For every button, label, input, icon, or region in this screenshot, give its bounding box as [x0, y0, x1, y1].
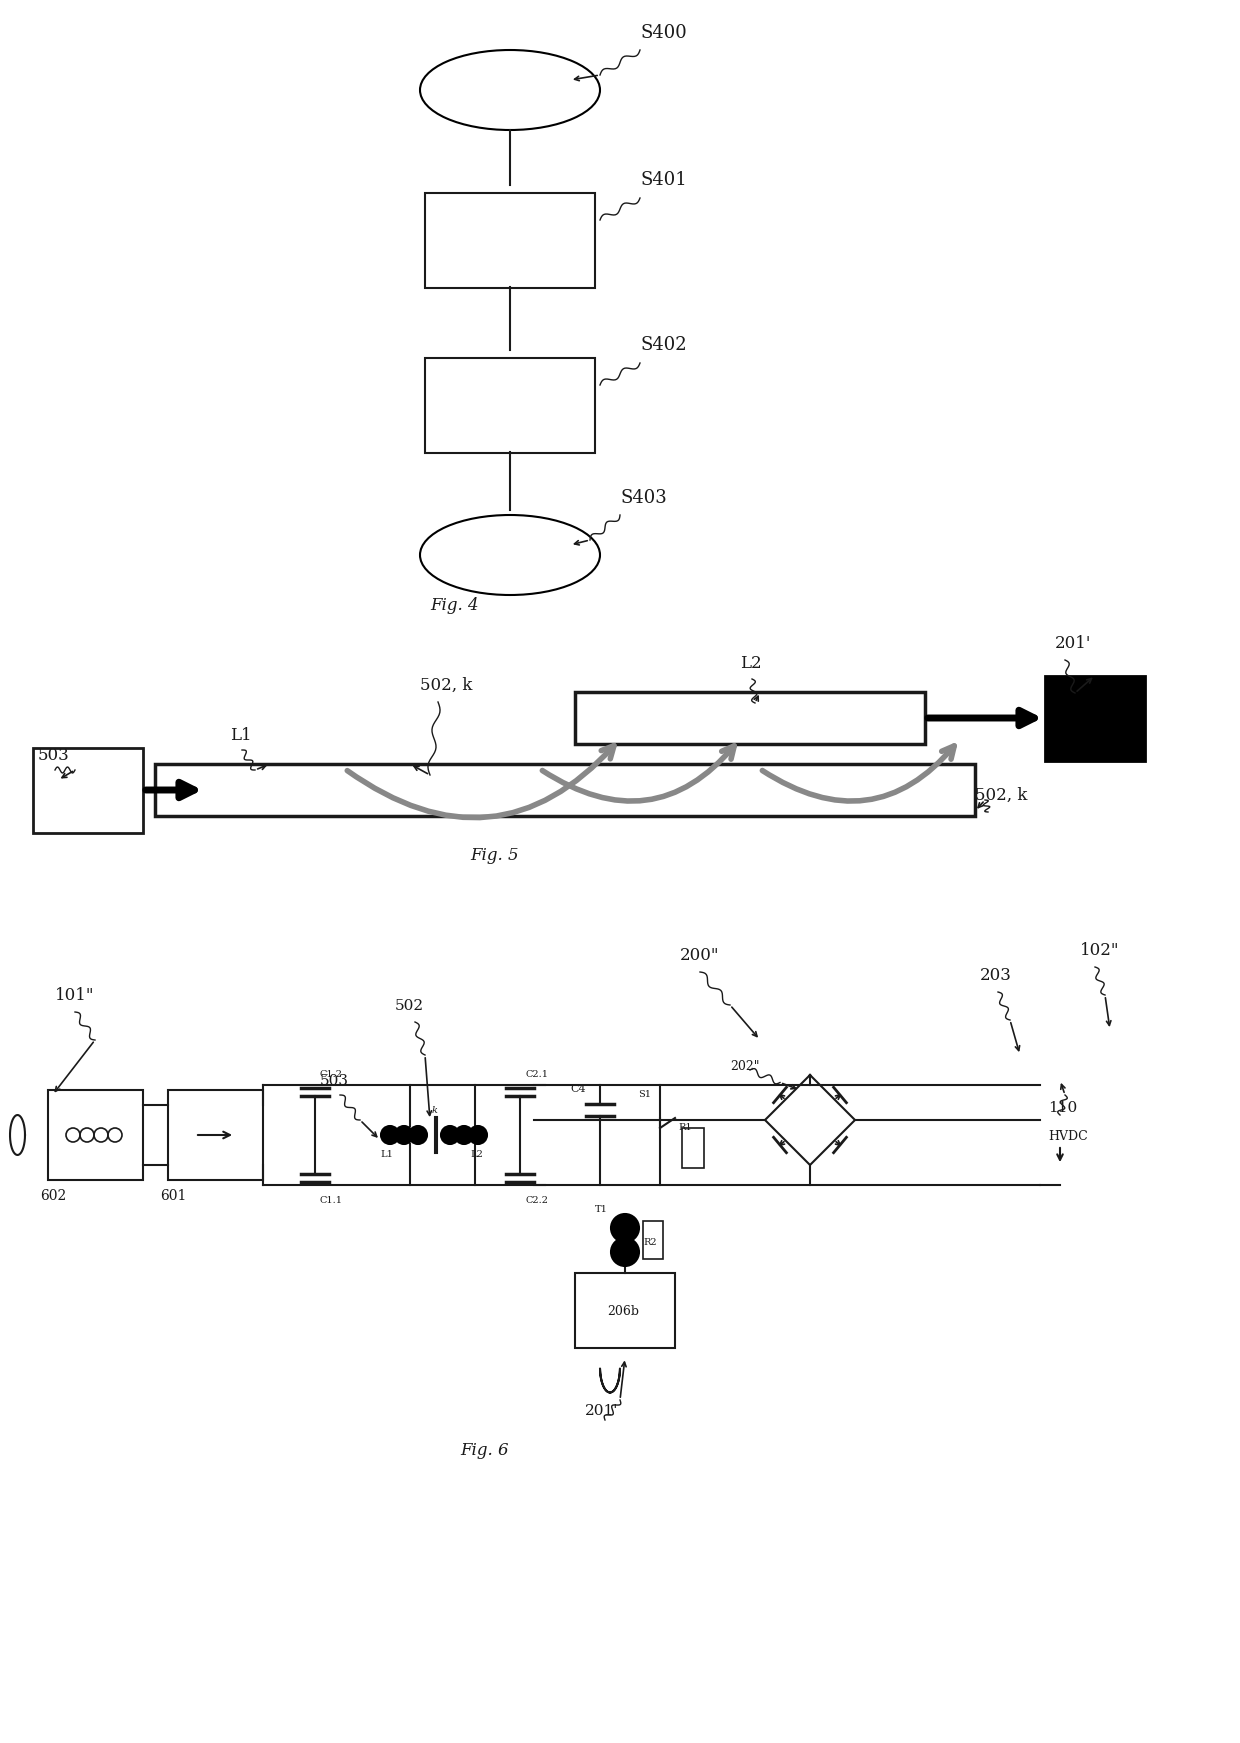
Circle shape	[409, 1126, 427, 1143]
Circle shape	[455, 1126, 472, 1143]
Text: T1: T1	[595, 1204, 608, 1215]
Text: Fig. 4: Fig. 4	[430, 598, 479, 614]
Text: Fig. 5: Fig. 5	[470, 847, 518, 865]
Text: C1.2: C1.2	[320, 1070, 343, 1079]
Text: C1.1: C1.1	[320, 1196, 343, 1204]
Text: 110: 110	[1048, 1102, 1078, 1116]
Text: L2: L2	[470, 1150, 482, 1159]
Circle shape	[611, 1215, 639, 1243]
Text: S401: S401	[640, 171, 687, 188]
Text: L2: L2	[740, 655, 761, 673]
Text: 102": 102"	[1080, 941, 1120, 959]
Text: 201': 201'	[585, 1405, 619, 1419]
Bar	[425, 357, 595, 453]
Bar	[33, 748, 143, 833]
Text: 502: 502	[396, 999, 424, 1013]
Text: R1: R1	[678, 1122, 692, 1131]
Text: 201': 201'	[1055, 634, 1091, 652]
Text: C4: C4	[570, 1084, 585, 1095]
Ellipse shape	[420, 51, 600, 131]
Text: 200": 200"	[680, 946, 719, 964]
Circle shape	[381, 1126, 399, 1143]
Text: S403: S403	[620, 490, 667, 507]
Bar	[575, 692, 925, 744]
Bar	[682, 1128, 704, 1168]
Circle shape	[611, 1238, 639, 1265]
Text: 206b: 206b	[608, 1306, 639, 1318]
Text: L1: L1	[229, 727, 252, 744]
Text: S402: S402	[640, 336, 687, 354]
Bar	[155, 763, 975, 816]
Ellipse shape	[420, 514, 600, 594]
Text: 601: 601	[160, 1189, 186, 1203]
Text: HVDC: HVDC	[1048, 1129, 1087, 1143]
Circle shape	[469, 1126, 487, 1143]
Bar	[575, 1272, 675, 1347]
Text: 503: 503	[38, 748, 69, 763]
Circle shape	[441, 1126, 459, 1143]
Text: S400: S400	[640, 24, 687, 42]
Text: S1: S1	[639, 1089, 651, 1100]
Bar	[425, 192, 595, 288]
Text: k: k	[432, 1107, 438, 1116]
Text: Fig. 6: Fig. 6	[460, 1441, 508, 1459]
Text: C2.1: C2.1	[525, 1070, 548, 1079]
Text: C2.2: C2.2	[525, 1196, 548, 1204]
Text: 202": 202"	[730, 1060, 759, 1074]
Bar	[47, 1089, 143, 1180]
Circle shape	[396, 1126, 413, 1143]
Text: R2: R2	[644, 1238, 657, 1246]
Text: 203: 203	[980, 967, 1012, 985]
Text: 502, k: 502, k	[975, 788, 1028, 804]
Text: 602: 602	[40, 1189, 66, 1203]
Text: 101": 101"	[55, 987, 94, 1004]
Bar	[644, 1222, 663, 1258]
Text: L1: L1	[379, 1150, 393, 1159]
Bar	[1045, 676, 1145, 760]
Text: 502, k: 502, k	[420, 676, 472, 694]
Text: 503: 503	[320, 1074, 348, 1088]
Bar	[167, 1089, 263, 1180]
